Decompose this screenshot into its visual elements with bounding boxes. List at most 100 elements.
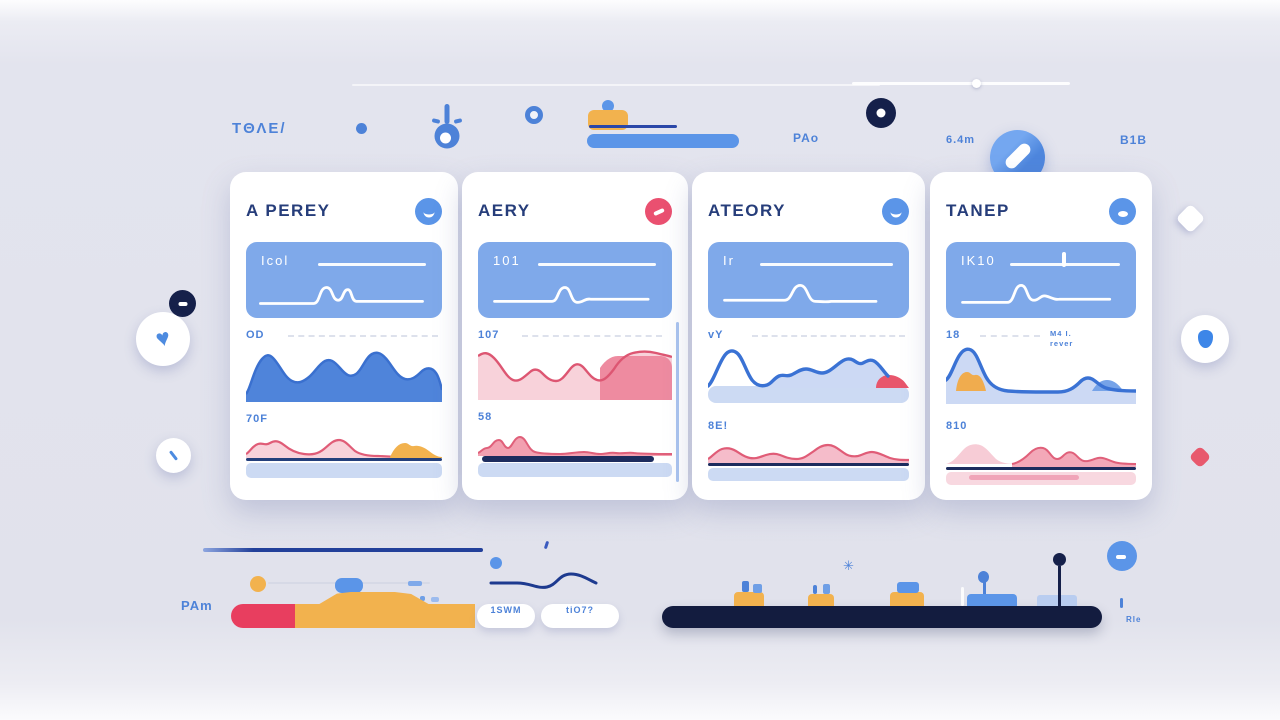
mini-building-icon	[753, 584, 762, 593]
panel-label: Icol	[261, 253, 290, 268]
bar-segment-white-1[interactable]: 1SWM	[477, 604, 535, 628]
section-label: vY	[708, 329, 724, 341]
blue-pill[interactable]	[335, 578, 363, 593]
timeline-tag: Rle	[1126, 615, 1142, 624]
section-label: OD	[246, 329, 265, 341]
chart-section-a: OD	[246, 329, 442, 402]
mini-mark-icon	[823, 584, 830, 594]
pin-stem	[983, 582, 986, 594]
stat-panel: IK10	[946, 242, 1136, 318]
section-label: 8E!	[708, 420, 729, 432]
area-chart-pink	[478, 350, 672, 400]
stat-panel: 101	[478, 242, 672, 318]
panel-label: 101	[493, 253, 521, 268]
asterisk-icon: ✳	[843, 558, 854, 573]
marker-tick	[1062, 252, 1066, 267]
slider-track[interactable]	[852, 82, 1070, 85]
segment-label: tiO7?	[565, 605, 594, 615]
chart-section-a: 18 M4 I. rever	[946, 329, 1136, 406]
avatar[interactable]	[1109, 197, 1136, 225]
area-chart-pink	[246, 438, 442, 458]
avatar[interactable]	[415, 197, 442, 225]
bar-label: PAm	[181, 598, 213, 613]
progress-bar[interactable]	[587, 134, 739, 148]
area-chart-pink	[946, 444, 1136, 467]
scrollbar[interactable]	[676, 322, 679, 482]
dash-icon	[1116, 554, 1126, 559]
smile-badge[interactable]	[1107, 541, 1137, 571]
pao-label: PAo	[793, 131, 820, 145]
tiny-tick	[543, 540, 550, 550]
squiggle-line	[489, 572, 598, 589]
oval-icon	[1117, 211, 1128, 218]
navy-underline	[589, 125, 677, 128]
timeline-block-blue	[967, 594, 1017, 606]
meter-label: 6.4m	[946, 134, 976, 146]
top-right-label: B1B	[1120, 133, 1148, 147]
small-badge[interactable]	[156, 438, 191, 473]
sparkline	[961, 283, 1112, 304]
divider-line	[352, 84, 880, 86]
card-tanep[interactable]: TANEP IK10 18 M4 I. rever	[930, 172, 1152, 500]
smile-icon	[890, 209, 901, 218]
avatar[interactable]	[645, 197, 672, 225]
timeline-block-orange	[734, 592, 764, 606]
chart-section-b: 70F	[246, 413, 442, 478]
record-dot-icon	[876, 108, 886, 118]
line-chart-blue	[946, 347, 1136, 404]
area-chart-pink	[478, 435, 672, 456]
pin-head-icon	[1053, 553, 1066, 566]
minus-icon	[178, 301, 187, 306]
slash-icon	[168, 450, 179, 461]
favorite-button[interactable]: ♥	[136, 312, 190, 366]
panel-label: IK10	[961, 253, 996, 268]
section-label: 58	[478, 411, 493, 423]
orange-dot-icon	[250, 576, 266, 592]
avatar[interactable]	[882, 197, 909, 225]
bar-segment-red[interactable]	[231, 604, 295, 628]
pin-head-icon	[978, 571, 989, 583]
card-aery[interactable]: AERY 101 107 58	[462, 172, 688, 500]
key-icon	[432, 104, 462, 149]
chart-section-a: vY	[708, 329, 909, 404]
bar-segment-white-2[interactable]: tiO7?	[541, 604, 619, 628]
timeline-block-lightblue	[1037, 595, 1077, 606]
diamond-icon	[1175, 203, 1206, 234]
sparkline	[259, 286, 424, 305]
card-title: AERY	[478, 201, 531, 220]
timeline-bar[interactable]	[662, 606, 1102, 628]
slider-knob[interactable]	[972, 79, 981, 88]
record-button[interactable]	[866, 98, 896, 128]
pick-button[interactable]	[1181, 315, 1229, 363]
blue-dot-icon	[490, 557, 502, 569]
chart-note: M4 I. rever	[1050, 329, 1074, 348]
blue-tick	[1120, 598, 1123, 608]
sparkline	[723, 283, 878, 304]
tiny-mark	[420, 596, 425, 601]
bar-segment-orange[interactable]	[295, 604, 475, 628]
stacked-bar: 1SWM tiO7?	[231, 604, 619, 628]
card-title: ATEORY	[708, 201, 786, 220]
card-ateory[interactable]: ATEORY Ir vY 8E!	[692, 172, 925, 500]
minus-badge[interactable]	[169, 290, 196, 317]
dash-icon	[652, 207, 665, 216]
red-diamond-icon	[1188, 445, 1212, 469]
pencil-icon	[1002, 140, 1033, 171]
card-a-perey[interactable]: A PEREY Icol OD 70F	[230, 172, 458, 500]
ring-icon	[525, 106, 543, 124]
top-code-text: TΘΛE/	[232, 120, 287, 137]
smile-icon	[423, 209, 434, 218]
stat-panel: Ir	[708, 242, 909, 318]
stat-panel: Icol	[246, 242, 442, 318]
chart-section-b: 8E!	[708, 420, 909, 481]
sparkline	[493, 286, 650, 304]
timeline-block-orange	[890, 592, 924, 606]
tiny-mark	[431, 597, 439, 602]
white-tick	[961, 587, 964, 606]
section-label: 18	[946, 329, 961, 341]
chart-section-b: 810	[946, 420, 1136, 485]
line-chart-blue	[708, 349, 909, 403]
mini-building-icon	[742, 581, 749, 592]
section-label: 107	[478, 329, 500, 341]
